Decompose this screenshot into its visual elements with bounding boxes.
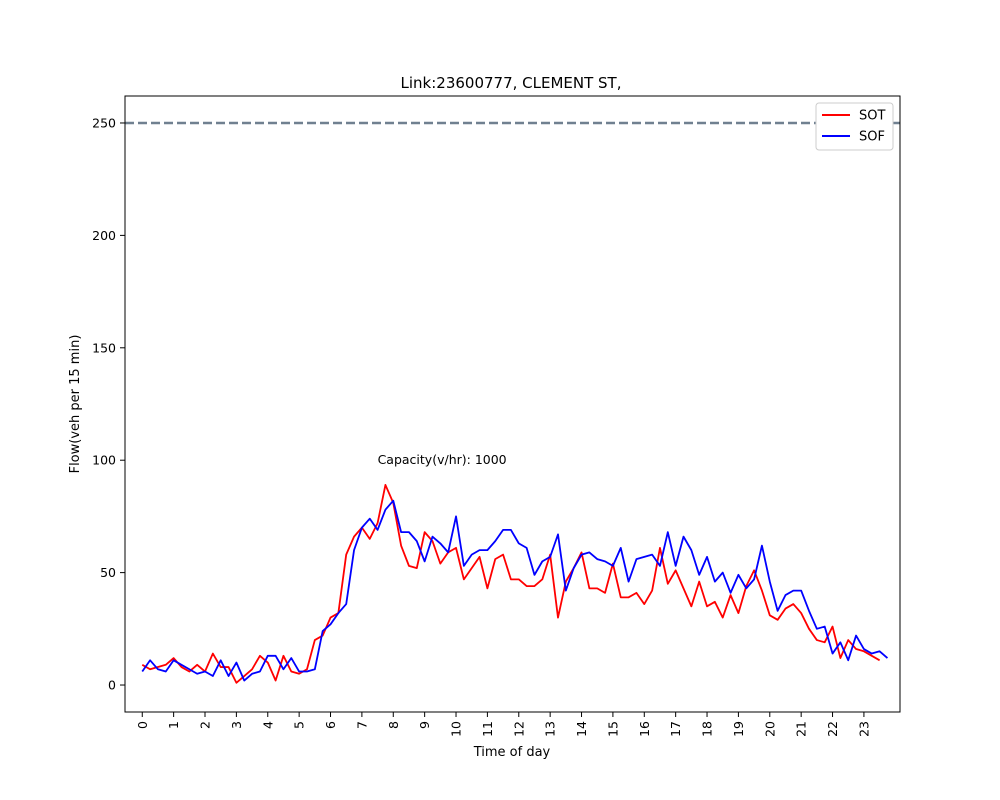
- x-tick-label: 10: [449, 721, 464, 737]
- x-tick-label: 20: [762, 721, 777, 737]
- series-line-sof: [141, 499, 889, 682]
- x-tick-label: 21: [794, 721, 809, 737]
- x-tick-label: 12: [511, 721, 526, 737]
- plot-frame: [124, 95, 901, 713]
- plot-area: Capacity(v/hr): 1000: [125, 121, 900, 684]
- y-tick-label: 0: [108, 678, 116, 693]
- x-tick-label: 15: [605, 721, 620, 737]
- x-tick-label: 0: [135, 721, 150, 729]
- legend-entry-sot: SOT: [859, 109, 885, 124]
- x-tick-label: 23: [856, 721, 871, 737]
- x-tick-label: 7: [354, 721, 369, 729]
- x-tick-label: 1: [166, 721, 181, 729]
- x-tick-label: 9: [417, 721, 432, 729]
- y-tick-label: 50: [100, 565, 116, 580]
- y-tick-label: 200: [92, 228, 116, 243]
- x-tick-label: 17: [668, 721, 683, 737]
- x-tick-label: 19: [731, 721, 746, 737]
- x-tick-label: 14: [574, 721, 589, 737]
- capacity-annotation: Capacity(v/hr): 1000: [378, 452, 507, 467]
- chart-title: Link:23600777, CLEMENT ST,: [401, 74, 622, 92]
- x-tick-label: 6: [323, 721, 338, 729]
- y-tick-label: 250: [92, 115, 116, 130]
- legend-entry-sof: SOF: [859, 130, 885, 145]
- x-tick-label: 13: [543, 721, 558, 737]
- x-tick-label: 3: [229, 721, 244, 729]
- x-tick-label: 18: [700, 721, 715, 737]
- x-tick-label: 2: [198, 721, 213, 729]
- x-tick-label: 5: [292, 721, 307, 729]
- x-tick-label: 8: [386, 721, 401, 729]
- x-tick-label: 22: [825, 721, 840, 737]
- y-axis-label: Flow(veh per 15 min): [68, 335, 83, 474]
- x-tick-label: 4: [260, 721, 275, 729]
- y-tick-label: 100: [92, 453, 116, 468]
- x-tick-label: 11: [480, 721, 495, 737]
- x-tick-label: 16: [637, 721, 652, 737]
- x-axis-label: Time of day: [473, 745, 551, 760]
- y-tick-label: 150: [92, 340, 116, 355]
- legend: SOT SOF: [815, 102, 894, 151]
